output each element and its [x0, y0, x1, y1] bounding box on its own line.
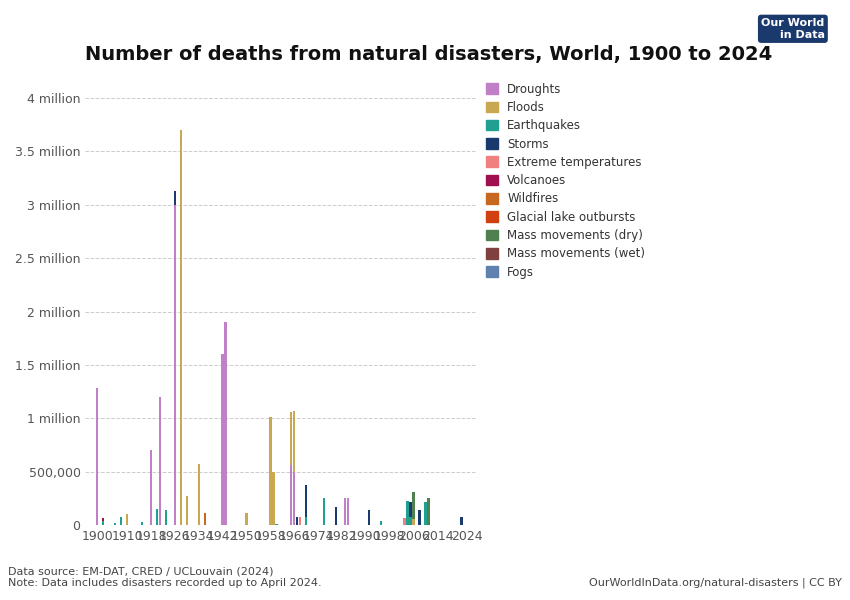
Bar	[335, 507, 337, 525]
Bar	[173, 205, 176, 525]
Bar	[222, 354, 224, 525]
Bar	[406, 501, 409, 525]
Legend: Droughts, Floods, Earthquakes, Storms, Extreme temperatures, Volcanoes, Wildfire: Droughts, Floods, Earthquakes, Storms, E…	[486, 83, 645, 278]
Bar	[120, 517, 122, 525]
Bar	[185, 496, 188, 525]
Bar	[179, 130, 182, 525]
Bar	[141, 522, 144, 525]
Bar	[428, 499, 430, 525]
Bar	[404, 518, 405, 525]
Bar	[203, 514, 206, 525]
Bar	[165, 510, 167, 525]
Bar	[293, 411, 296, 472]
Bar	[290, 466, 292, 525]
Bar	[347, 499, 349, 525]
Bar	[102, 521, 105, 525]
Bar	[380, 521, 382, 525]
Bar	[424, 502, 427, 525]
Bar	[323, 499, 326, 525]
Bar	[173, 191, 176, 205]
Bar	[305, 485, 308, 517]
Bar	[305, 517, 308, 525]
Bar	[343, 499, 346, 525]
Bar	[246, 514, 247, 525]
Bar	[197, 464, 200, 525]
Bar	[102, 518, 105, 521]
Bar	[159, 397, 162, 525]
Bar	[114, 523, 116, 525]
Bar	[156, 509, 158, 525]
Bar	[418, 510, 421, 525]
Text: OurWorldInData.org/natural-disasters | CC BY: OurWorldInData.org/natural-disasters | C…	[588, 577, 842, 588]
Bar	[272, 472, 275, 525]
Bar	[299, 517, 302, 525]
Bar	[460, 517, 462, 525]
Bar	[296, 517, 298, 525]
Bar	[126, 514, 128, 525]
Text: Our World
in Data: Our World in Data	[762, 18, 824, 40]
Bar	[410, 517, 411, 525]
Bar	[412, 519, 415, 525]
Bar	[410, 502, 411, 517]
Bar	[150, 451, 152, 525]
Bar	[275, 524, 278, 525]
Bar	[269, 417, 271, 525]
Bar	[293, 472, 296, 525]
Bar	[290, 412, 292, 466]
Bar	[96, 388, 99, 525]
Bar	[412, 492, 415, 519]
Text: Data source: EM-DAT, CRED / UCLouvain (2024)
Note: Data includes disasters recor: Data source: EM-DAT, CRED / UCLouvain (2…	[8, 566, 322, 588]
Bar	[224, 322, 227, 525]
Text: Number of deaths from natural disasters, World, 1900 to 2024: Number of deaths from natural disasters,…	[85, 45, 773, 64]
Bar	[368, 510, 370, 525]
